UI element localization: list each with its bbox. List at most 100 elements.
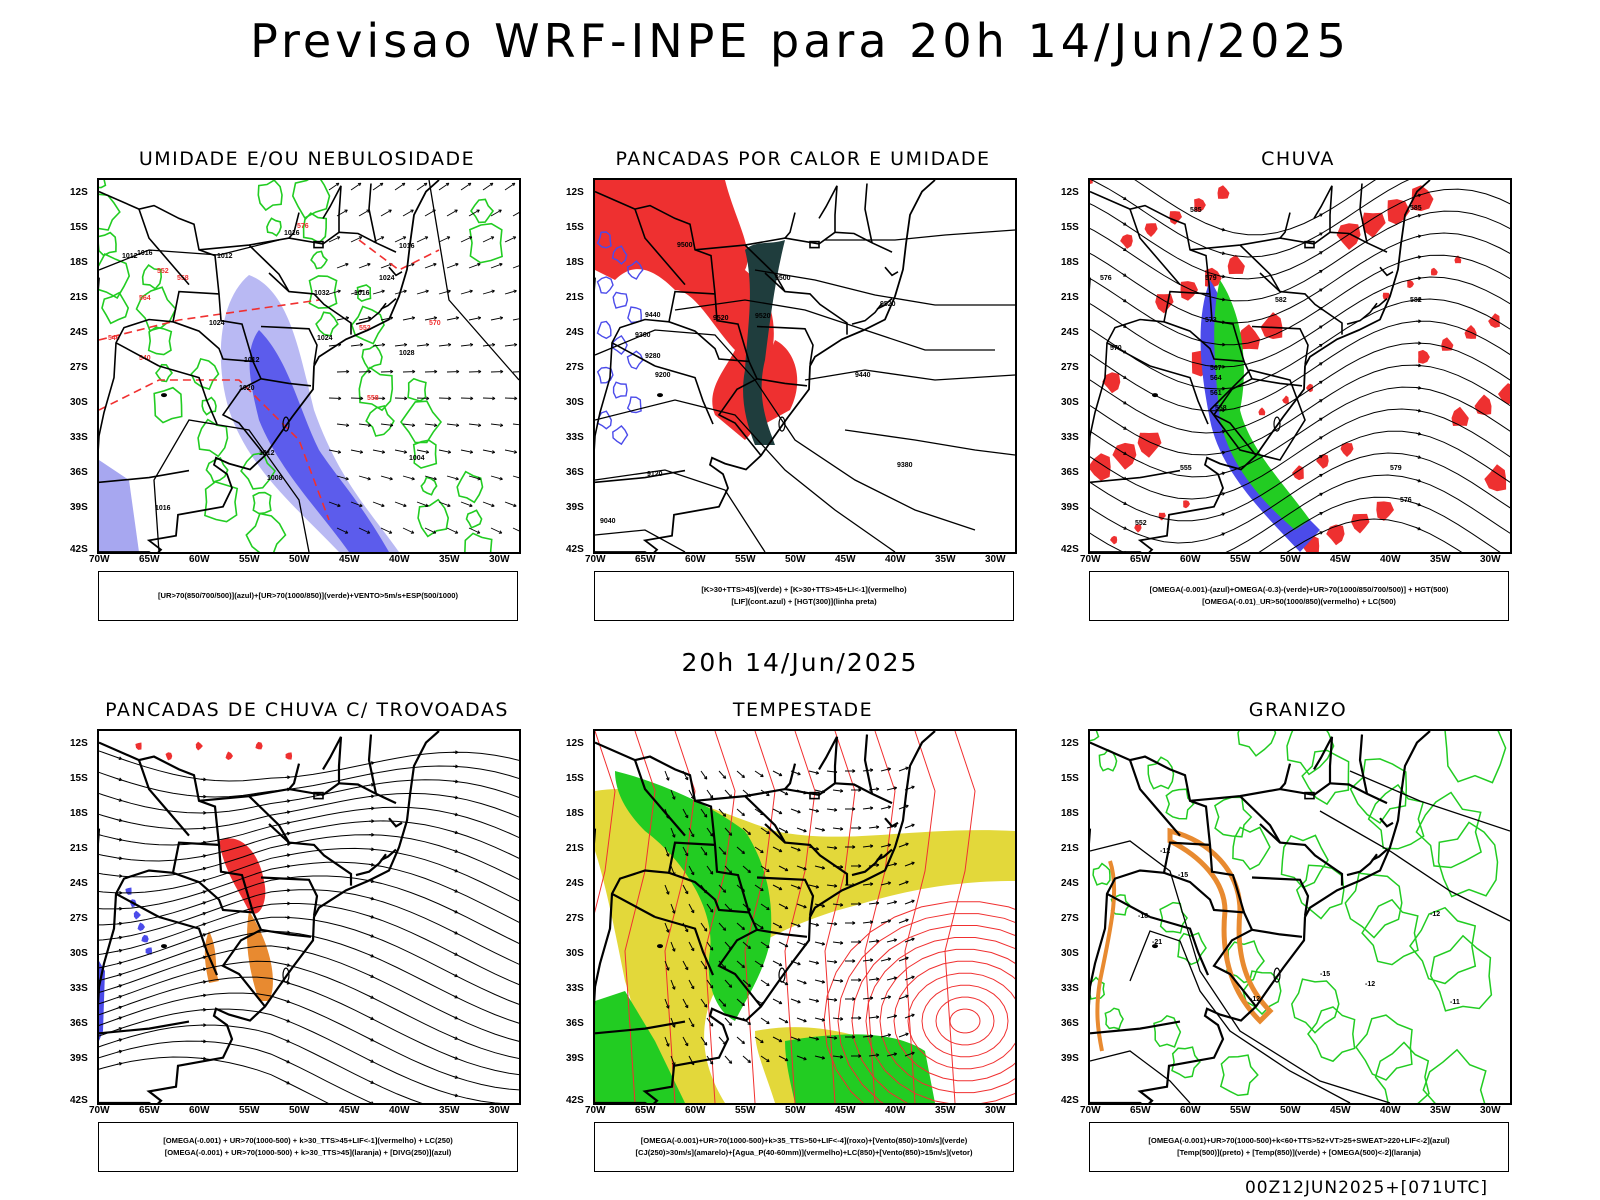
- lon-label: 30W: [1480, 554, 1501, 565]
- lat-label: 21S: [566, 292, 584, 303]
- lat-label: 30S: [566, 397, 584, 408]
- lon-label: 60W: [1180, 554, 1201, 565]
- lat-label: 36S: [70, 467, 88, 478]
- lat-label: 42S: [70, 544, 88, 555]
- legend-line: [OMEGA(-0.001)+UR>70(1000-500)+k>35_TTS>…: [640, 1136, 968, 1145]
- contour-label: -11: [1450, 999, 1460, 1006]
- lat-label: 15S: [70, 773, 88, 784]
- legend-line: [OMEGA(-0.001)-(azul)+OMEGA(-0.3)-(verde…: [1149, 585, 1449, 594]
- lon-label: 35W: [1430, 1105, 1451, 1116]
- lon-label: 30W: [489, 554, 510, 565]
- lon-label: 65W: [635, 1105, 656, 1116]
- lat-label: 33S: [1061, 432, 1079, 443]
- legend-chuva: [OMEGA(-0.001)-(azul)+OMEGA(-0.3)-(verde…: [1089, 571, 1509, 621]
- lon-label: 70W: [1080, 1105, 1101, 1116]
- lat-label: 15S: [70, 222, 88, 233]
- map-umidade: 1016 1012 1016 1016 1024 1024 1012 1024 1028 1020…: [97, 178, 521, 554]
- lat-label: 30S: [1061, 397, 1079, 408]
- lat-label: 15S: [566, 773, 584, 784]
- legend-granizo: [OMEGA(-0.001)+UR>70(1000-500)+k<60+TTS>…: [1089, 1122, 1509, 1172]
- legend-line: [CJ(250)>30m/s](amarelo)+[Agua_P(40-60mm…: [635, 1148, 973, 1157]
- contour-label: 9200: [655, 372, 671, 379]
- contour-label: 1024: [379, 275, 395, 282]
- contour-label: 573: [1205, 317, 1217, 324]
- lat-label: 42S: [70, 1095, 88, 1106]
- lat-label: 12S: [566, 738, 584, 749]
- legend-line: [OMEGA(-0.001)+UR>70(1000-500)+k<60+TTS>…: [1148, 1136, 1450, 1145]
- lat-label: 12S: [1061, 738, 1079, 749]
- lon-label: 45W: [835, 554, 856, 565]
- lat-label: 36S: [1061, 1018, 1079, 1029]
- map-trovoadas: [97, 729, 521, 1105]
- contour-label: 9280: [645, 353, 661, 360]
- map-granizo: -12 -15 -18 -21 -12 -15 -12 -11 -12: [1088, 729, 1512, 1105]
- contour-label: -18: [1138, 913, 1148, 920]
- contour-label: 1020: [239, 385, 255, 392]
- lon-label: 40W: [1380, 1105, 1401, 1116]
- lat-label: 24S: [566, 327, 584, 338]
- contour-label: -15: [1320, 971, 1330, 978]
- contour-label: 1024: [209, 320, 225, 327]
- lon-label: 60W: [189, 554, 210, 565]
- lat-label: 27S: [70, 913, 88, 924]
- contour-label: 558: [1215, 405, 1227, 412]
- lat-label: 39S: [1061, 502, 1079, 513]
- contour-label: 579: [1205, 275, 1217, 282]
- lon-label: 70W: [1080, 554, 1101, 565]
- legend-line: [LIF](cont.azul) + [HGT(300)](linha pret…: [731, 597, 877, 606]
- lat-label: 42S: [1061, 1095, 1079, 1106]
- contour-label: -12: [1430, 911, 1440, 918]
- lat-label: 18S: [70, 808, 88, 819]
- lat-label: 18S: [566, 808, 584, 819]
- lat-label: 15S: [1061, 222, 1079, 233]
- lat-label: 15S: [1061, 773, 1079, 784]
- lon-label: 40W: [389, 554, 410, 565]
- lon-label: 45W: [339, 1105, 360, 1116]
- contour-label: 1004: [409, 455, 425, 462]
- lat-label: 33S: [70, 432, 88, 443]
- lon-label: 35W: [1430, 554, 1451, 565]
- lon-label: 60W: [685, 1105, 706, 1116]
- contour-label: 1016: [399, 243, 415, 250]
- lon-label: 60W: [685, 554, 706, 565]
- lat-label: 39S: [566, 502, 584, 513]
- lon-label: 40W: [389, 1105, 410, 1116]
- lon-label: 45W: [835, 1105, 856, 1116]
- panel-title-granizo: GRANIZO: [1248, 699, 1348, 721]
- legend-tempestade: [OMEGA(-0.001)+UR>70(1000-500)+k>35_TTS>…: [594, 1122, 1014, 1172]
- lat-label: 12S: [70, 738, 88, 749]
- lat-label: 27S: [1061, 913, 1079, 924]
- lon-label: 50W: [1280, 1105, 1301, 1116]
- contour-label: 579: [1390, 465, 1402, 472]
- lon-label: 30W: [489, 1105, 510, 1116]
- lat-label: 21S: [70, 843, 88, 854]
- lon-label: 30W: [985, 1105, 1006, 1116]
- contour-label: 558: [367, 395, 379, 402]
- lon-label: 50W: [785, 1105, 806, 1116]
- contour-label: 1028: [399, 350, 415, 357]
- lat-label: 33S: [566, 432, 584, 443]
- legend-umidade: [UR>70(850/700/500)](azul)+[UR>70(1000/8…: [98, 571, 518, 621]
- lon-label: 55W: [735, 1105, 756, 1116]
- contour-label: -21: [1152, 939, 1162, 946]
- lat-label: 24S: [70, 327, 88, 338]
- lat-label: 12S: [566, 187, 584, 198]
- lat-label: 30S: [566, 948, 584, 959]
- contour-label: 585: [1190, 207, 1202, 214]
- lat-label: 33S: [70, 983, 88, 994]
- lat-label: 39S: [1061, 1053, 1079, 1064]
- panel-title-pancadas-calor: PANCADAS POR CALOR E UMIDADE: [615, 148, 991, 170]
- contour-label: 582: [1275, 297, 1287, 304]
- lat-label: 39S: [566, 1053, 584, 1064]
- lon-label: 65W: [139, 554, 160, 565]
- lat-label: 30S: [1061, 948, 1079, 959]
- contour-label: 9120: [647, 471, 663, 478]
- contour-label: 9500: [775, 275, 791, 282]
- map-pancadas-calor: 9520 9500 9440 9360 9280 9200 9120 9040 9520 9500…: [593, 178, 1017, 554]
- legend-trovoadas: [OMEGA(-0.001) + UR>70(1000-500) + k>30_…: [98, 1122, 518, 1172]
- lon-label: 40W: [885, 1105, 906, 1116]
- lon-label: 35W: [935, 1105, 956, 1116]
- lat-label: 18S: [70, 257, 88, 268]
- lat-label: 18S: [566, 257, 584, 268]
- lat-label: 33S: [566, 983, 584, 994]
